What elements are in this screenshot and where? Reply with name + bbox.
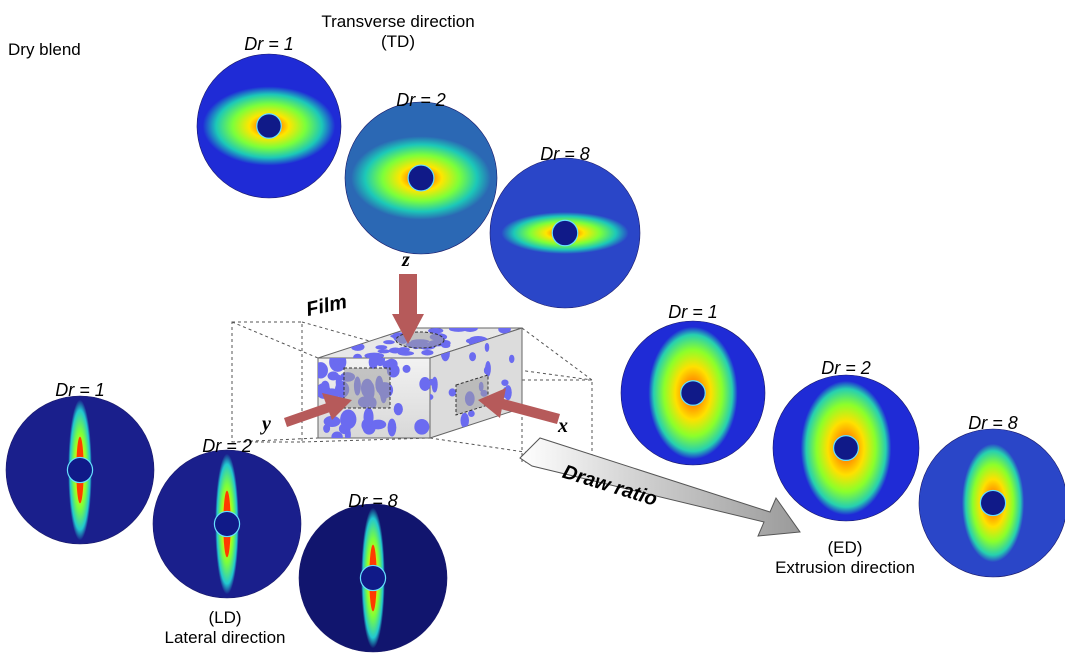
ed-pattern-1 [620, 320, 766, 466]
ed-dr2-label: Dr = 2 [821, 358, 871, 378]
td-dr1-label: Dr = 1 [244, 34, 294, 54]
td-pattern-2 [344, 101, 498, 255]
td-dr2-label: Dr = 2 [396, 90, 446, 110]
beam-stop-icon [66, 456, 94, 484]
beam-stop-icon [979, 489, 1007, 517]
beam-stop-icon [680, 380, 706, 406]
ld-pattern-1 [5, 395, 155, 545]
beam-stop-icon [407, 164, 435, 192]
dry-blend-label: Dry blend [8, 40, 81, 59]
td-dr8-label: Dr = 8 [540, 144, 590, 164]
ld-pattern-2 [152, 449, 302, 599]
z-axis-label: z [402, 249, 410, 271]
td-title-line1: Transverse direction [321, 12, 475, 31]
ld-title-line2: Lateral direction [164, 628, 286, 647]
draw-ratio-arrow [519, 437, 801, 537]
beam-stop-icon [256, 113, 282, 139]
ld-title-line1: (LD) [208, 608, 242, 627]
ld-beam-window [343, 367, 391, 409]
ed-title: (ED) Extrusion direction [775, 538, 915, 578]
ed-beam-window [455, 374, 489, 416]
ed-dr1-label: Dr = 1 [668, 302, 718, 322]
x-beam-arrow [478, 388, 560, 424]
beam-stop-icon [213, 510, 241, 538]
td-title: Transverse direction (TD) [321, 12, 474, 52]
scattering-patterns [5, 53, 1065, 653]
y-beam-arrow [284, 393, 352, 427]
ld-dr2-label: Dr = 2 [202, 436, 252, 456]
td-title-line2: (TD) [381, 32, 415, 51]
td-pattern-3 [489, 157, 641, 309]
beam-stop-icon [551, 219, 579, 247]
z-beam-arrow [392, 274, 424, 344]
y-axis-label: y [262, 413, 271, 435]
ld-title: (LD) Lateral direction [165, 608, 286, 648]
ld-dr8-label: Dr = 8 [348, 491, 398, 511]
beam-stop-icon [832, 434, 860, 462]
ed-pattern-2 [772, 374, 920, 522]
x-axis-label: x [558, 415, 568, 437]
ld-pattern-3 [298, 503, 448, 653]
td-pattern-1 [196, 53, 342, 199]
ed-title-line1: (ED) [827, 538, 863, 557]
beam-stop-icon [359, 564, 387, 592]
beam-arrows [284, 274, 560, 427]
ed-title-line2: Extrusion direction [775, 558, 915, 577]
ed-pattern-3 [918, 428, 1065, 578]
ed-dr8-label: Dr = 8 [968, 413, 1018, 433]
ld-dr1-label: Dr = 1 [55, 380, 105, 400]
